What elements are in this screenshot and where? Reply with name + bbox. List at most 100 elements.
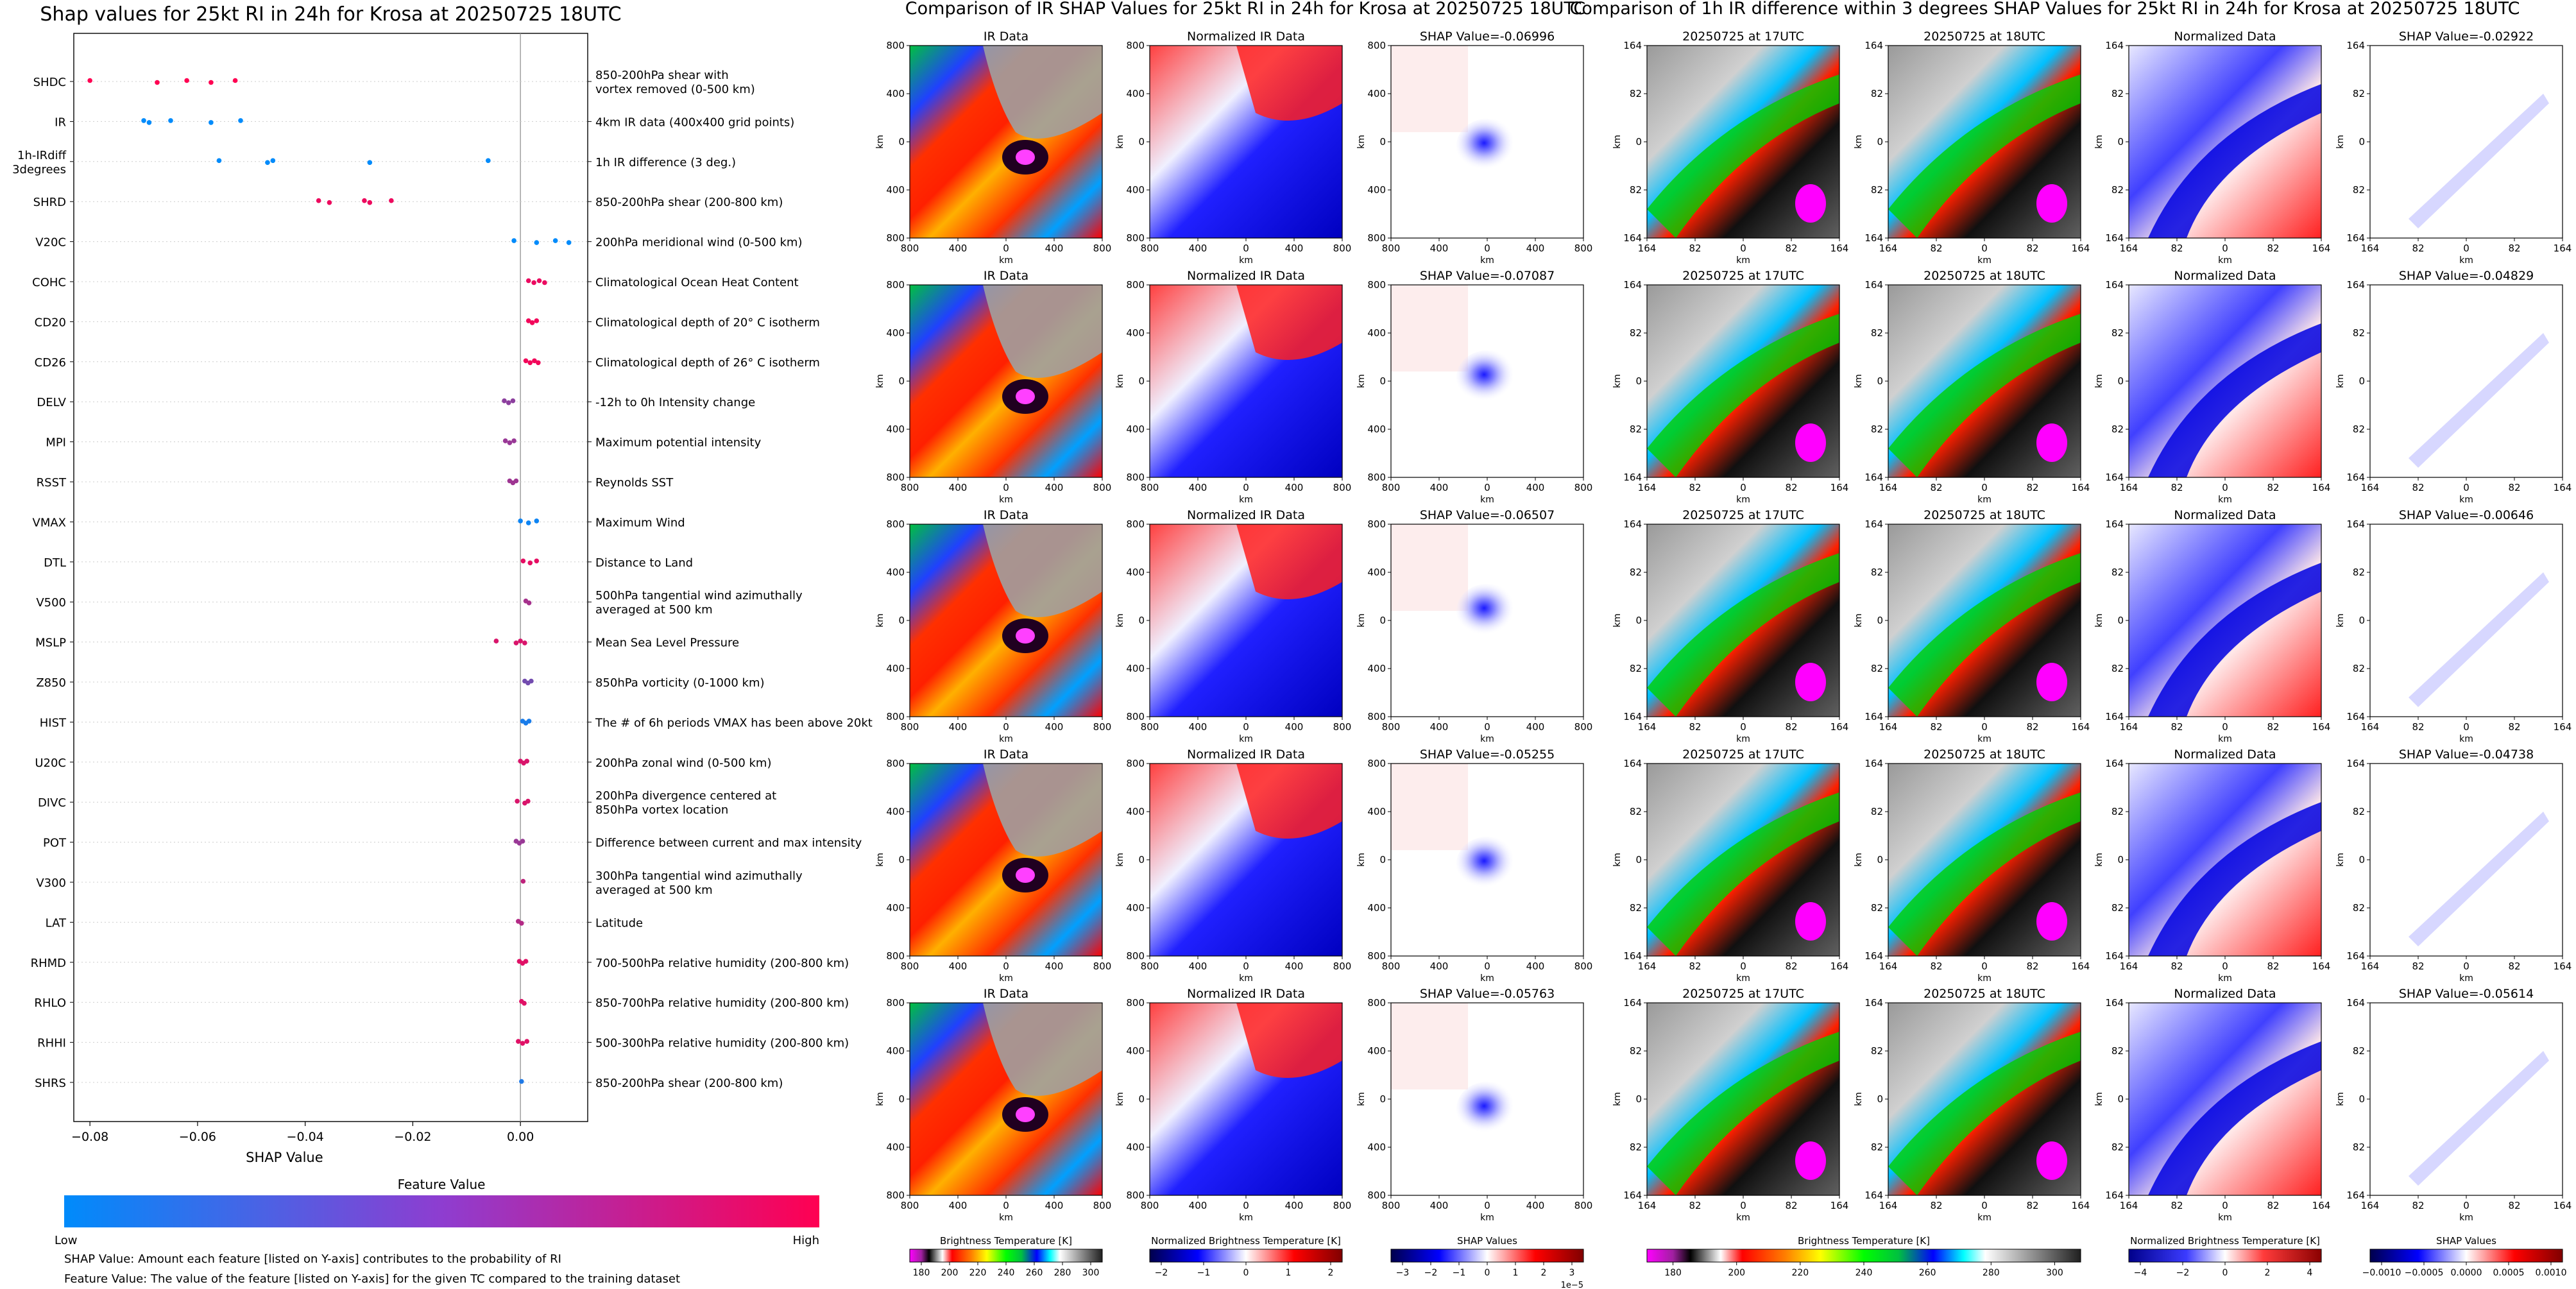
- y-tick-label: 0: [898, 1093, 905, 1105]
- feature-description: 200hPa zonal wind (0-500 km): [595, 756, 772, 770]
- x-tick-label: 82: [1785, 960, 1797, 972]
- x-tick-label: 82: [1785, 482, 1797, 493]
- normalized-warm-area: [1236, 524, 1342, 599]
- subplot-title: Normalized Data: [2174, 30, 2276, 44]
- colorbar-tick-label: 3: [1569, 1268, 1575, 1278]
- y-tick-label: 164: [1623, 472, 1642, 483]
- subplot-title: 20250725 at 18UTC: [1923, 987, 2045, 1001]
- x-tick-label: 82: [2171, 243, 2183, 254]
- colorbar-tick-label: 240: [998, 1268, 1015, 1278]
- normalized-warm-area: [1236, 764, 1342, 839]
- y-tick-label: 164: [2346, 232, 2365, 244]
- shap-point: [523, 959, 529, 964]
- feature-name: DELV: [37, 396, 66, 409]
- y-axis-label: km: [2094, 374, 2104, 388]
- y-tick-label: 800: [1367, 1190, 1386, 1201]
- shap-point: [527, 360, 533, 366]
- shap-point: [507, 440, 513, 445]
- subplot-title: IR Data: [984, 508, 1028, 522]
- x-tick-label: 400: [1285, 960, 1304, 972]
- x-tick-label: 400: [1430, 1200, 1449, 1211]
- x-axis-label: km: [1239, 1213, 1253, 1223]
- x-tick-label: 0: [1003, 960, 1009, 972]
- y-tick-label: 82: [1871, 663, 1883, 674]
- y-tick-label: 164: [2105, 950, 2124, 962]
- x-axis-label: km: [1736, 734, 1750, 744]
- ir-diff-cold-spot: [1795, 423, 1826, 462]
- x-tick-label: 400: [1285, 721, 1304, 733]
- shap-point: [536, 278, 542, 284]
- x-tick-label: 164: [1638, 1200, 1657, 1211]
- y-tick-label: 400: [886, 902, 905, 914]
- y-axis-label: km: [875, 1092, 885, 1106]
- x-tick-label: 0: [1243, 721, 1249, 733]
- shap-point: [232, 78, 238, 83]
- normalized-warm-area: [1236, 1003, 1342, 1078]
- x-tick-label: 164: [2312, 482, 2331, 493]
- shap-point: [520, 878, 526, 884]
- x-tick-label: 0: [2463, 243, 2469, 254]
- y-tick-label: 164: [1623, 950, 1642, 962]
- x-tick-label: 400: [949, 721, 968, 733]
- y-tick-label: 164: [2105, 997, 2124, 1009]
- normalized-warm-area: [1236, 46, 1342, 121]
- shap-point: [524, 758, 530, 764]
- y-tick-label: 0: [2358, 1093, 2365, 1105]
- y-tick-label: 400: [1367, 663, 1386, 674]
- normalized-diff-band: [2148, 323, 2321, 477]
- shap-point: [527, 560, 533, 566]
- y-tick-label: 800: [1367, 518, 1386, 530]
- y-tick-label: 0: [1379, 375, 1386, 387]
- x-tick-label: 0: [1243, 243, 1249, 254]
- x-tick-label: 82: [2171, 1200, 2183, 1211]
- y-tick-label: 82: [1630, 423, 1642, 435]
- x-axis-label: km: [2459, 495, 2473, 505]
- y-tick-label: 400: [886, 88, 905, 99]
- y-tick-label: 164: [1864, 997, 1883, 1009]
- shap-point: [523, 358, 529, 364]
- y-tick-label: 82: [1871, 184, 1883, 196]
- y-axis-label: km: [2335, 613, 2346, 627]
- y-axis-label: km: [1356, 374, 1367, 388]
- x-tick-label: 82: [2508, 1200, 2520, 1211]
- ir-diff-band: [1888, 792, 2081, 956]
- feature-name: LAT: [46, 916, 67, 930]
- shap-point: [493, 638, 499, 644]
- y-tick-label: 164: [2346, 472, 2365, 483]
- x-tick-label: 400: [1189, 482, 1207, 493]
- colorbar-tick-label: −0.0005: [2405, 1268, 2444, 1278]
- x-tick-label: 164: [2072, 960, 2090, 972]
- colorbar-tick-label: 300: [2046, 1268, 2063, 1278]
- y-tick-label: 400: [1126, 1045, 1145, 1057]
- x-tick-label: 82: [2412, 1200, 2424, 1211]
- x-tick-label: 400: [1045, 482, 1064, 493]
- feature-description: 1h IR difference (3 deg.): [595, 156, 736, 169]
- x-tick-label: 82: [1689, 482, 1701, 493]
- x-tick-label: 400: [1526, 960, 1545, 972]
- x-axis-label: km: [1736, 495, 1750, 505]
- x-tick-label: 164: [2361, 482, 2380, 493]
- colorbar-tick-label: 300: [1082, 1268, 1100, 1278]
- feature-description: 850hPa vorticity (0-1000 km): [595, 676, 765, 690]
- x-tick-label: 82: [2171, 482, 2183, 493]
- y-tick-label: 400: [886, 663, 905, 674]
- x-tick-label: 800: [901, 960, 919, 972]
- subplot-title: Normalized IR Data: [1187, 987, 1305, 1001]
- y-tick-label: 400: [1126, 423, 1145, 435]
- shap-point: [270, 158, 276, 164]
- feature-description: Maximum potential intensity: [595, 436, 762, 450]
- shap-point: [522, 640, 527, 645]
- shap-negative-blob: [1456, 584, 1518, 638]
- x-tick-label: 800: [1382, 960, 1401, 972]
- shap-negative-blob: [1456, 119, 1518, 173]
- x-tick-label: 0: [2463, 960, 2469, 972]
- x-tick-label: 164: [1638, 960, 1657, 972]
- shap-positive-area: [1391, 46, 1468, 132]
- feature-description: 500-300hPa relative humidity (200-800 km…: [595, 1037, 849, 1050]
- x-tick-label: 164: [2072, 243, 2090, 254]
